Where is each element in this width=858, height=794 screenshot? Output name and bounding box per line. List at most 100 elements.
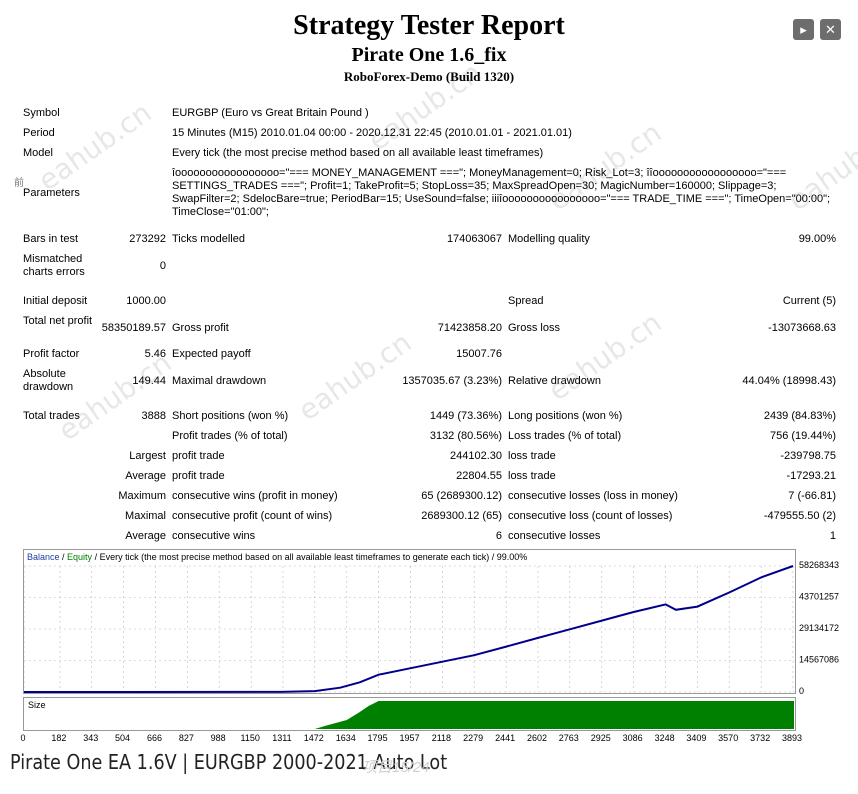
total-trades-value: 3888 — [141, 410, 166, 422]
gross-loss-value: -13073668.63 — [768, 322, 836, 334]
period-label: Period — [23, 127, 55, 139]
profit-factor-label: Profit factor — [23, 348, 80, 360]
ticks-value: 174063067 — [446, 233, 502, 245]
chart-legend: Balance / Equity / Every tick (the most … — [27, 552, 527, 562]
absolute-drawdown-label: Absolute drawdown — [23, 368, 74, 393]
y-tick-label: 58268343 — [799, 560, 839, 570]
x-tick-label: 0 — [20, 733, 25, 743]
x-tick-label: 827 — [179, 733, 194, 743]
largest-loss-label: loss trade — [508, 450, 556, 462]
x-tick-label: 1150 — [240, 733, 259, 743]
relative-drawdown-label: Relative drawdown — [508, 375, 601, 387]
long-positions-value: 2439 (84.83%) — [763, 410, 836, 422]
footer-caption: Pirate One EA 1.6V | EURGBP 2000-2021 Au… — [10, 750, 448, 774]
maximal-consecutive-profit-label: consecutive profit (count of wins) — [172, 510, 333, 522]
loss-trades-label: Loss trades (% of total) — [508, 430, 622, 442]
mismatch-value: 0 — [159, 260, 166, 272]
spread-label: Spread — [508, 295, 544, 307]
ticks-label: Ticks modelled — [172, 233, 245, 245]
x-tick-label: 1795 — [368, 733, 388, 743]
average-profit-label: profit trade — [172, 470, 225, 482]
average-consecutive-label: Average — [125, 530, 166, 542]
modelling-value: 99.00% — [798, 233, 836, 245]
max-consecutive-losses-label: consecutive losses (loss in money) — [508, 490, 678, 502]
chart-plot — [24, 565, 795, 693]
close-button[interactable]: ✕ — [820, 19, 841, 40]
x-tick-label: 988 — [211, 733, 226, 743]
bars-label: Bars in test — [23, 233, 79, 245]
x-tick-label: 3086 — [623, 733, 643, 743]
max-consecutive-wins-label: consecutive wins (profit in money) — [172, 490, 338, 502]
x-tick-label: 3893 — [782, 733, 802, 743]
legend-description: / Every tick (the most precise method ba… — [92, 552, 528, 562]
maximum-label: Maximum — [118, 490, 166, 502]
largest-profit-value: 244102.30 — [450, 450, 502, 462]
net-profit-label: Total net profit — [23, 315, 93, 327]
x-tick-label: 2925 — [591, 733, 611, 743]
series-line-balance — [24, 565, 794, 693]
average-consecutive-wins-value: 6 — [495, 530, 502, 542]
maximal-consecutive-profit-value: 2689300.12 (65) — [421, 510, 502, 522]
size-label: Size — [28, 700, 46, 710]
short-positions-label: Short positions (won %) — [172, 410, 289, 422]
size-chart: Size — [23, 697, 796, 731]
play-button[interactable]: ▸ — [793, 19, 814, 40]
gross-profit-label: Gross profit — [172, 322, 229, 334]
close-icon: ✕ — [825, 22, 836, 37]
total-trades-label: Total trades — [23, 410, 80, 422]
x-tick-label: 1311 — [272, 733, 291, 743]
maximal-consecutive-loss-label: consecutive loss (count of losses) — [508, 510, 673, 522]
gross-profit-value: 71423858.20 — [437, 322, 502, 334]
parameters-value: îooooooooooooooooo="=== MONEY_MANAGEMENT… — [172, 167, 831, 218]
short-positions-value: 1449 (73.36%) — [429, 410, 502, 422]
x-tick-label: 3248 — [655, 733, 675, 743]
maximal-drawdown-label: Maximal drawdown — [172, 375, 267, 387]
maximal-label: Maximal — [125, 510, 166, 522]
legend-balance: Balance — [27, 552, 60, 562]
largest-loss-value: -239798.75 — [780, 450, 836, 462]
size-plot — [314, 701, 794, 729]
model-value: Every tick (the most precise method base… — [172, 147, 544, 159]
report-title: Strategy Tester Report — [293, 10, 565, 41]
max-consecutive-wins-value: 65 (2689300.12) — [421, 490, 502, 502]
x-tick-label: 2763 — [559, 733, 579, 743]
average-consecutive-losses-label: consecutive losses — [508, 530, 601, 542]
expert-name: Pirate One 1.6_fix — [351, 44, 507, 66]
average-consecutive-losses-value: 1 — [829, 530, 836, 542]
x-tick-label: 182 — [51, 733, 66, 743]
average-profit-value: 22804.55 — [456, 470, 502, 482]
y-axis: 58268343 43701257 29134172 14567086 0 — [799, 560, 839, 696]
symbol-value: EURGBP (Euro vs Great Britain Pound ) — [172, 107, 369, 119]
average-consecutive-wins-label: consecutive wins — [172, 530, 256, 542]
absolute-drawdown-value: 149.44 — [132, 375, 166, 387]
x-tick-label: 343 — [83, 733, 98, 743]
x-tick-label: 1634 — [336, 733, 356, 743]
profit-factor-value: 5.46 — [144, 348, 166, 360]
parameters-label: Parameters — [23, 187, 80, 199]
x-tick-label: 2118 — [432, 733, 451, 743]
spread-value: Current (5) — [782, 295, 836, 307]
x-tick-label: 2602 — [527, 733, 547, 743]
largest-profit-label: profit trade — [172, 450, 225, 462]
maximal-consecutive-loss-value: -479555.50 (2) — [763, 510, 836, 522]
mismatch-label: Mismatched charts errors — [23, 253, 85, 278]
x-tick-label: 2279 — [463, 733, 483, 743]
y-tick-label: 14567086 — [799, 655, 839, 665]
period-value: 15 Minutes (M15) 2010.01.04 00:00 - 2020… — [172, 127, 572, 139]
largest-label: Largest — [129, 450, 166, 462]
y-tick-label: 0 — [799, 686, 804, 696]
long-positions-label: Long positions (won %) — [508, 410, 623, 422]
model-label: Model — [23, 147, 53, 159]
x-tick-label: 3732 — [750, 733, 770, 743]
maximal-drawdown-value: 1357035.67 (3.23%) — [402, 375, 502, 387]
legend-equity: Equity — [67, 552, 93, 562]
y-tick-label: 43701257 — [799, 592, 839, 602]
profit-trades-label: Profit trades (% of total) — [172, 430, 288, 442]
watermark: eahub.cn — [52, 345, 178, 448]
expected-payoff-value: 15007.76 — [456, 348, 502, 360]
x-tick-label: 3409 — [686, 733, 706, 743]
net-profit-value: 58350189.57 — [101, 322, 166, 334]
size-bars — [314, 701, 794, 729]
relative-drawdown-value: 44.04% (18998.43) — [742, 375, 836, 387]
x-tick-label: 1472 — [304, 733, 324, 743]
